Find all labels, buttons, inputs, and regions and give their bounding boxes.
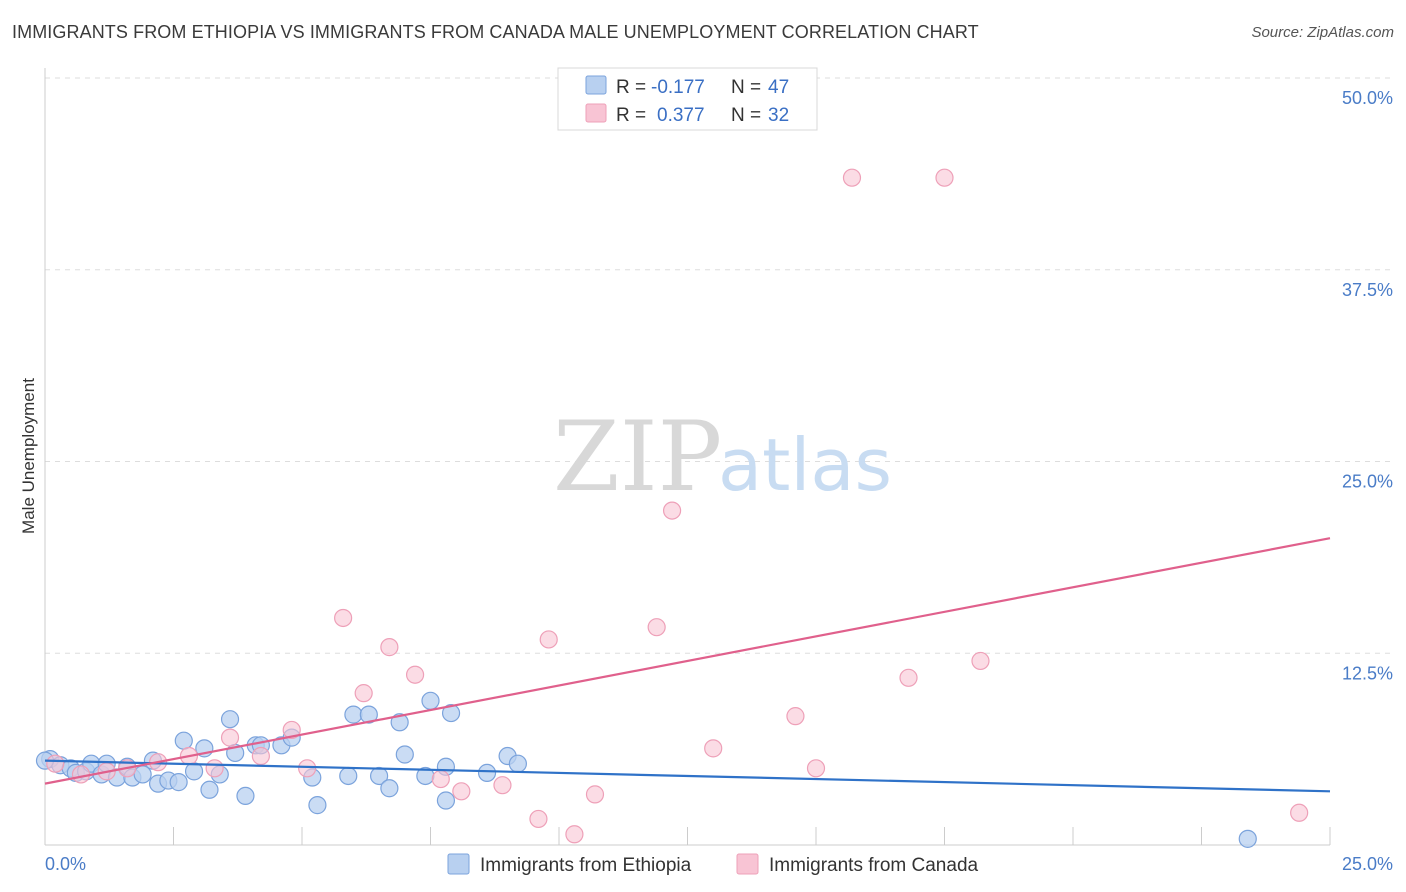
canada-point-14	[405, 665, 425, 684]
y-axis-label: Male Unemployment	[19, 378, 38, 534]
canada-point-31	[1290, 803, 1309, 822]
axes	[44, 68, 1331, 846]
canada-point-9	[282, 720, 301, 740]
canada-point-18	[529, 809, 548, 829]
watermark-atlas: atlas	[718, 423, 892, 507]
bottom-legend-swatch-canada	[736, 853, 759, 875]
canada-point-23	[662, 501, 682, 520]
watermark-zip: ZIP	[553, 401, 722, 513]
chart-title: IMMIGRANTS FROM ETHIOPIA VS IMMIGRANTS F…	[12, 22, 979, 42]
x-tick-label-0: 0.0%	[45, 854, 86, 874]
canada-point-13	[380, 638, 399, 657]
bottom-legend-swatch-ethiopia	[447, 853, 470, 875]
y-tick-labels: 12.5% 25.0% 37.5% 50.0%	[1342, 88, 1393, 683]
ethiopia-point-45	[1238, 829, 1257, 848]
ethiopia-point-21	[220, 710, 240, 729]
legend-box: R = -0.177 N = 47 R = 0.377 N = 32	[557, 67, 818, 131]
trend-lines	[44, 537, 1331, 793]
canada-point-6	[205, 759, 224, 778]
y-tick-label-0: 12.5%	[1342, 663, 1393, 683]
canada-point-17	[493, 776, 512, 795]
canada-point-24	[704, 739, 723, 758]
legend-n-value-ethiopia: 47	[768, 77, 789, 98]
watermark: ZIP atlas	[553, 401, 892, 513]
ethiopia-point-42	[477, 763, 497, 783]
canada-point-1	[71, 765, 91, 784]
ethiopia-point-19	[200, 780, 219, 799]
canada-point-15	[431, 769, 450, 789]
legend-n-label-canada: N =	[731, 105, 761, 126]
bottom-legend: Immigrants from Ethiopia Immigrants from…	[447, 853, 979, 876]
canada-point-10	[298, 759, 317, 778]
ethiopia-point-31	[344, 705, 363, 724]
canada-point-26	[806, 759, 826, 778]
canada-point-11	[334, 608, 353, 628]
y-tick-label-2: 37.5%	[1342, 280, 1393, 300]
bottom-legend-label-ethiopia: Immigrants from Ethiopia	[480, 855, 692, 876]
canada-point-19	[539, 630, 558, 649]
ethiopia-point-34	[380, 779, 399, 798]
canada-point-16	[452, 782, 471, 801]
ethiopia-point-33	[370, 766, 389, 786]
canada-point-8	[251, 746, 270, 766]
canada-point-12	[354, 684, 373, 703]
ethiopia-point-15	[169, 773, 188, 792]
ethiopia-point-16	[174, 731, 193, 750]
canada-point-20	[565, 825, 584, 844]
canada-point-29	[935, 168, 954, 187]
legend-r-value-canada: 0.377	[657, 105, 705, 126]
y-tick-label-1: 25.0%	[1342, 472, 1393, 492]
canada-point-25	[786, 707, 805, 726]
canada-point-22	[647, 618, 666, 637]
data-points	[35, 168, 1309, 848]
legend-swatch-canada	[585, 103, 607, 123]
ethiopia-point-44	[508, 754, 527, 773]
ethiopia-point-28	[308, 796, 327, 815]
ethiopia-point-38	[421, 691, 440, 710]
bottom-legend-label-canada: Immigrants from Canada	[769, 855, 979, 876]
canada-point-30	[971, 651, 990, 671]
ethiopia-point-30	[339, 766, 358, 786]
ethiopia-point-36	[395, 745, 414, 764]
ethiopia-trend-line	[44, 759, 1331, 793]
legend-n-label-ethiopia: N =	[731, 77, 761, 98]
canada-point-27	[842, 168, 862, 187]
ethiopia-point-40	[441, 703, 461, 723]
ethiopia-point-23	[236, 786, 255, 806]
legend-r-value-ethiopia: -0.177	[651, 77, 705, 98]
source-label: Source: ZipAtlas.com	[1251, 24, 1394, 41]
legend-swatch-ethiopia	[585, 75, 607, 95]
ethiopia-point-32	[359, 705, 378, 724]
canada-point-28	[899, 668, 918, 687]
canada-trend-line	[44, 537, 1331, 785]
canada-point-7	[220, 728, 240, 747]
y-tick-label-3: 50.0%	[1342, 88, 1393, 108]
ethiopia-point-35	[390, 713, 409, 732]
legend-n-value-canada: 32	[768, 105, 789, 126]
legend-r-label-ethiopia: R =	[616, 77, 646, 98]
grid-lines	[45, 77, 1392, 654]
ethiopia-point-41	[436, 791, 456, 810]
x-tick-label-1: 25.0%	[1342, 854, 1393, 874]
canada-point-21	[585, 785, 605, 804]
legend-r-label-canada: R =	[616, 105, 646, 126]
x-tick-labels: 0.0% 25.0%	[45, 854, 1393, 874]
canada-point-0	[46, 754, 65, 773]
